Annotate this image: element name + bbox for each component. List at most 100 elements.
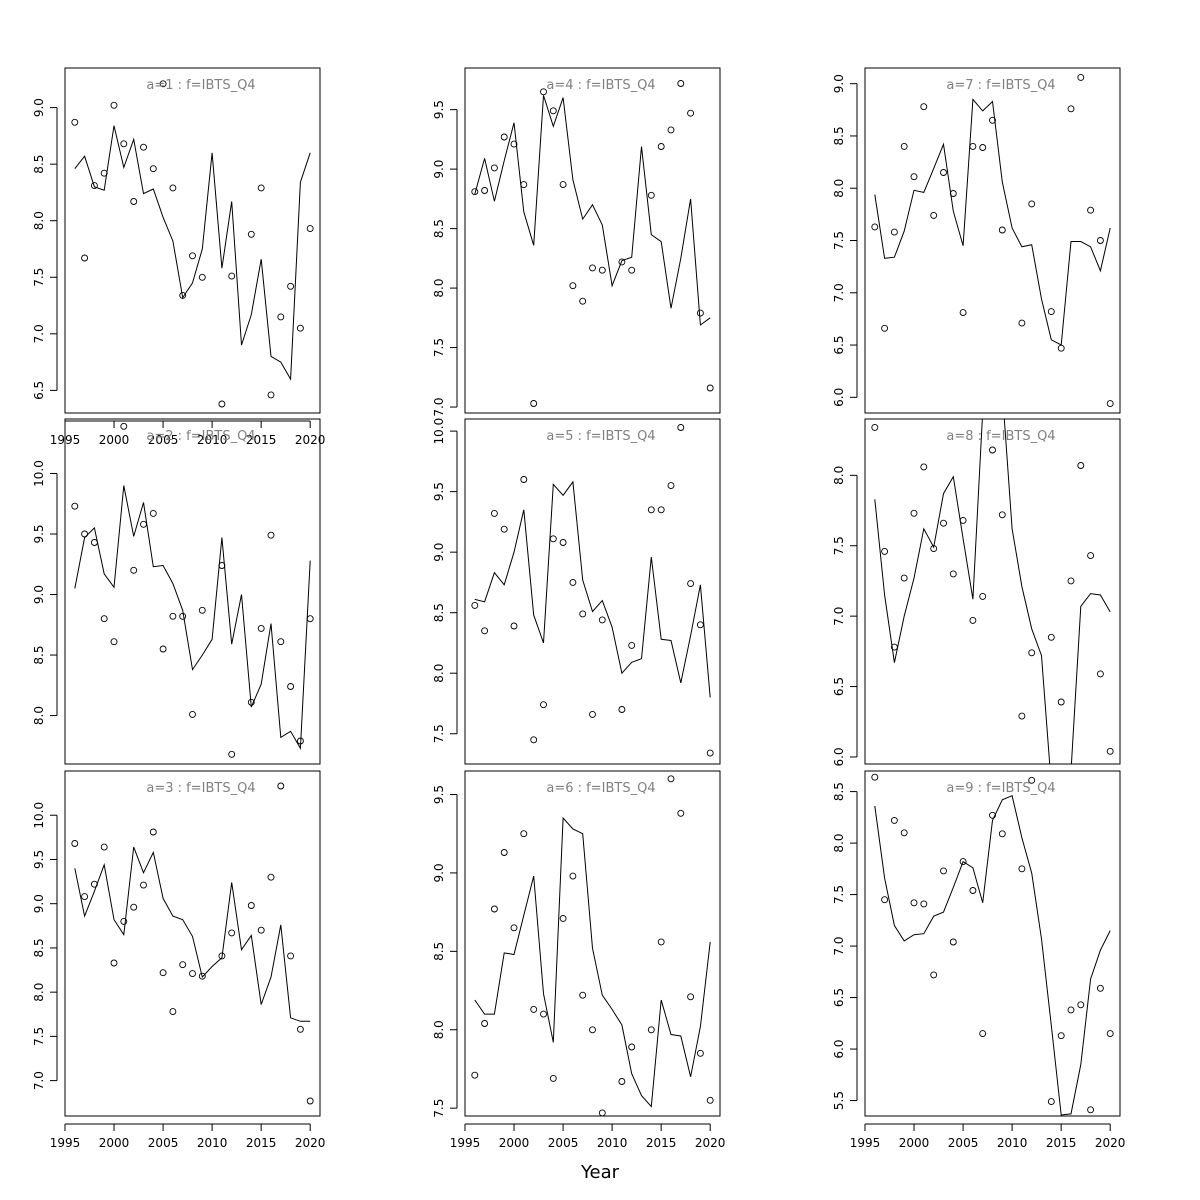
- y-tick-label: 9.5: [432, 482, 446, 501]
- observed-point: [140, 520, 147, 528]
- x-tick-label: 2015: [246, 433, 277, 447]
- observed-point: [257, 624, 265, 632]
- observed-point: [540, 701, 547, 709]
- observed-point: [1106, 1030, 1114, 1038]
- y-tick-label: 8.0: [32, 983, 46, 1002]
- observed-point: [90, 182, 98, 190]
- fitted-line: [74, 485, 311, 751]
- observed-point: [1106, 747, 1114, 755]
- y-axis: 7.0 7.5 8.0 8.5 9.0 9.5 10.0: [32, 802, 58, 1090]
- fitted-line: [874, 419, 1111, 764]
- x-axis: 1995 2000 2005 2010 2015 2020: [50, 1123, 325, 1150]
- observed-point: [871, 423, 879, 431]
- panel-frame: [464, 67, 721, 414]
- observed-point: [657, 506, 665, 514]
- observed-point: [490, 164, 498, 172]
- y-tick-label: 8.0: [432, 664, 446, 683]
- y-tick-label: 7.0: [32, 324, 46, 343]
- y-tick-label: 6.5: [832, 335, 846, 354]
- x-tick-label: 2000: [899, 1136, 930, 1150]
- observed-point: [140, 881, 147, 889]
- y-tick-label: 7.0: [32, 1071, 46, 1090]
- observed-point: [257, 184, 265, 192]
- observed-point: [140, 143, 147, 151]
- observed-point: [989, 446, 996, 454]
- plot-area: [471, 80, 714, 407]
- panel-frame: [64, 770, 321, 1117]
- observed-point: [257, 926, 265, 934]
- panel-3: 7.0 7.5 8.0 8.5 9.0 9.5 10.0 1995 2000 2005 2010 20…: [32, 770, 325, 1150]
- observed-point: [247, 902, 255, 909]
- observed-point: [189, 252, 196, 260]
- observed-point: [657, 938, 665, 946]
- observed-point: [471, 188, 479, 196]
- observed-point: [296, 737, 304, 745]
- observed-point: [900, 574, 908, 582]
- observed-point: [306, 615, 314, 623]
- y-tick-label: 5.5: [832, 1091, 846, 1110]
- y-tick-label: 6.5: [32, 381, 46, 400]
- observed-point: [696, 309, 704, 317]
- y-tick-label: 9.0: [432, 543, 446, 562]
- y-tick-label: 8.5: [32, 646, 46, 665]
- y-tick-label: 9.0: [832, 74, 846, 93]
- y-tick-label: 7.5: [432, 338, 446, 357]
- observed-point: [81, 530, 89, 538]
- observed-point: [706, 384, 714, 392]
- observed-point: [530, 736, 538, 744]
- plot-area: [471, 775, 714, 1116]
- observed-point: [677, 809, 685, 817]
- y-tick-label: 8.5: [32, 938, 46, 957]
- observed-point: [189, 710, 196, 718]
- observed-point: [100, 843, 108, 851]
- observed-point: [296, 324, 304, 332]
- observed-point: [1057, 1032, 1065, 1040]
- observed-point: [998, 226, 1006, 234]
- x-tick-label: 2010: [197, 433, 228, 447]
- observed-point: [1067, 1006, 1075, 1014]
- observed-point: [969, 142, 977, 150]
- observed-point: [1018, 712, 1026, 720]
- fitted-line: [74, 125, 311, 381]
- observed-point: [1047, 308, 1055, 316]
- y-tick-label: 7.5: [32, 1027, 46, 1046]
- observed-point: [130, 566, 138, 574]
- y-tick-label: 7.0: [832, 283, 846, 302]
- x-tick-label: 2015: [1046, 1136, 1077, 1150]
- observed-point: [979, 1030, 987, 1038]
- observed-point: [287, 683, 295, 690]
- observed-point: [687, 993, 695, 1001]
- plot-area: [71, 80, 314, 408]
- observed-point: [110, 638, 118, 646]
- observed-point: [1077, 73, 1085, 81]
- observed-point: [520, 181, 528, 189]
- observed-point: [579, 610, 587, 618]
- plot-area: [871, 773, 1114, 1116]
- observed-point: [706, 1096, 714, 1104]
- panel-frame: [64, 67, 321, 414]
- observed-point: [647, 1026, 655, 1034]
- observed-point: [510, 924, 518, 932]
- observed-point: [667, 126, 675, 134]
- observed-point: [500, 133, 508, 141]
- x-tick-label: 2005: [548, 1136, 579, 1150]
- observed-point: [1028, 200, 1036, 208]
- plot-area: [471, 424, 714, 757]
- observed-point: [1028, 776, 1036, 784]
- observed-point: [871, 223, 879, 231]
- observed-point: [940, 169, 947, 176]
- y-tick-label: 7.0: [832, 937, 846, 956]
- panel-title: a=9 : f=IBTS_Q4: [946, 781, 1055, 796]
- observed-point: [500, 849, 508, 856]
- y-tick-label: 8.0: [32, 706, 46, 725]
- panel-frame: [64, 418, 321, 765]
- panels-grid: 6.5 7.0 7.5 8.0 8.5 9.0 1995 2000 2005 2010 2015 20…: [32, 67, 1125, 1150]
- y-tick-label: 8.5: [32, 155, 46, 174]
- x-axis: 1995 2000 2005 2010 2015 2020: [50, 420, 325, 447]
- observed-point: [228, 272, 236, 280]
- observed-point: [989, 811, 996, 819]
- observed-point: [100, 615, 108, 623]
- observed-point: [277, 782, 285, 790]
- y-tick-label: 6.0: [832, 747, 846, 766]
- y-axis: 6.5 7.0 7.5 8.0 8.5 9.0: [32, 98, 58, 400]
